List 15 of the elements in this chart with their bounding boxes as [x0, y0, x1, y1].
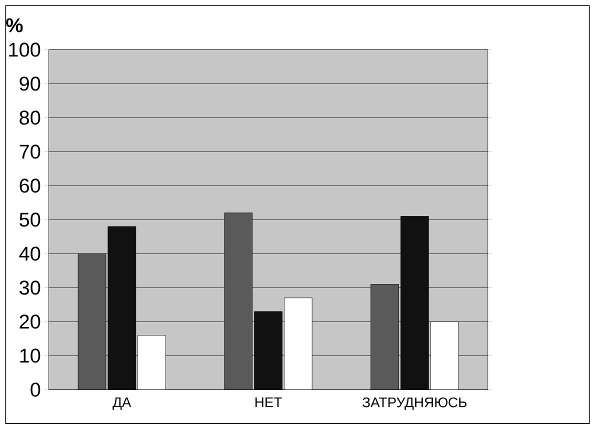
y-tick-label: 30 — [20, 280, 40, 295]
y-tick-label: 20 — [20, 314, 40, 329]
x-tick-label: ЗАТРУДНЯЮСЬ — [362, 397, 466, 410]
y-tick-label: 40 — [19, 246, 40, 261]
y-tick-label: 90 — [20, 76, 40, 91]
y-axis-title: % — [6, 18, 23, 32]
y-tick-label: 50 — [20, 212, 40, 227]
y-tick-label: 0 — [30, 382, 40, 397]
y-tick-label: 80 — [20, 110, 40, 125]
y-tick-label: 60 — [20, 178, 40, 193]
x-tick-label: НЕТ — [255, 397, 282, 407]
y-tick-label: 10 — [20, 348, 40, 363]
y-tick-label: 70 — [20, 144, 40, 159]
x-tick-label: ДА — [112, 397, 132, 410]
y-tick-label: 100 — [9, 42, 40, 57]
